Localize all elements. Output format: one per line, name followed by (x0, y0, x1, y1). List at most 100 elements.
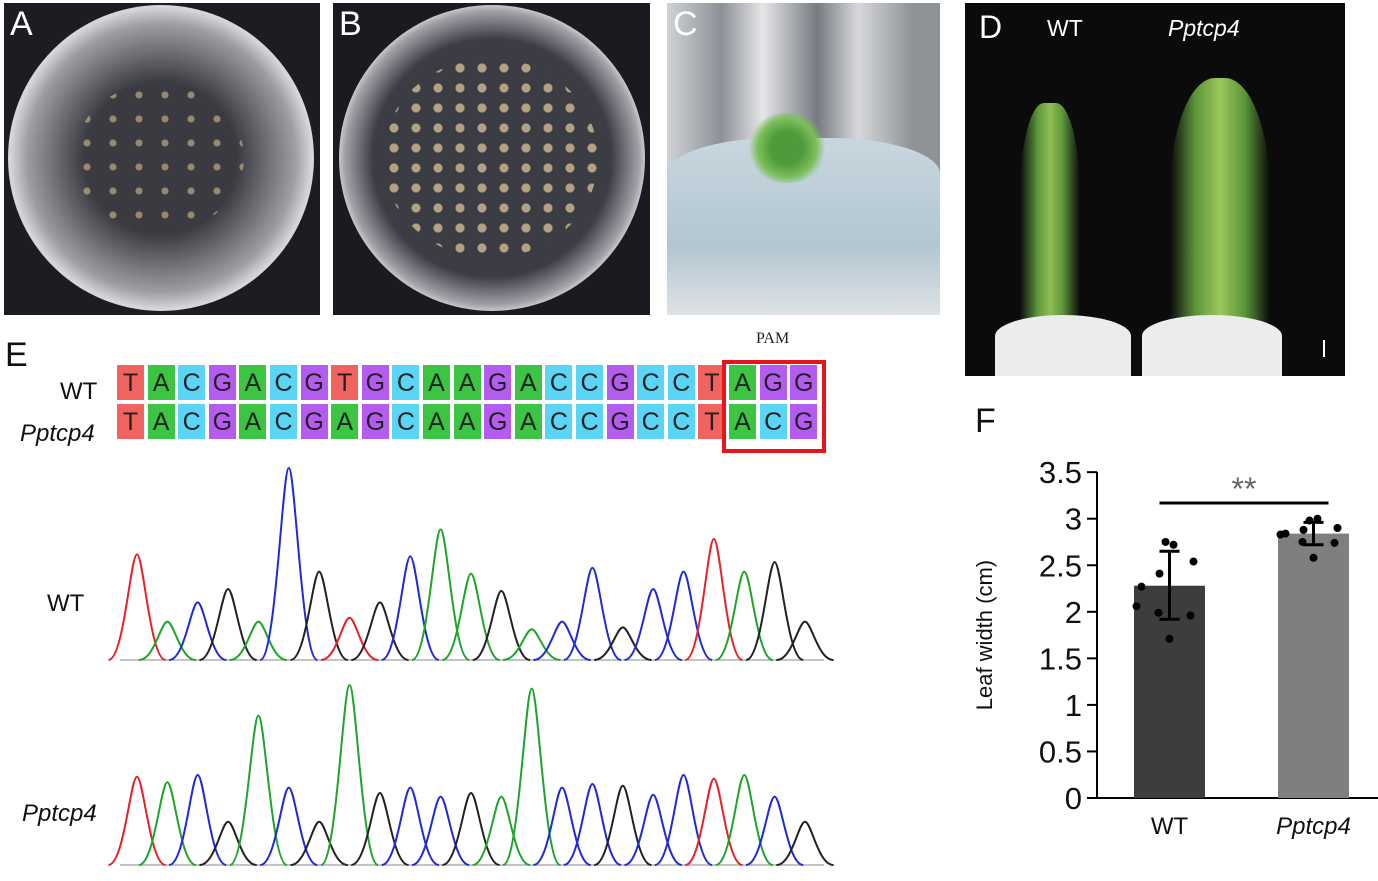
base-cell-G: G (790, 404, 818, 439)
panel-label: D (979, 9, 1003, 45)
sequencing-chromatograms (107, 466, 834, 866)
base-cell-G: G (484, 404, 512, 439)
base-cell-G: G (484, 365, 512, 400)
base-cell-G: G (300, 404, 328, 439)
base-cell-T: T (331, 365, 359, 400)
chromatogram-peak (624, 587, 683, 661)
chromatogram-peak (624, 793, 683, 866)
data-point (1313, 514, 1322, 523)
y-tick-label: 2.5 (1039, 548, 1082, 583)
base-cell-G: G (361, 365, 389, 400)
panel-label: E (5, 336, 28, 374)
base-cell-A: A (147, 404, 175, 439)
chromatogram-peak (168, 601, 227, 661)
y-tick-label: 1.5 (1039, 641, 1082, 676)
base-cell-A: A (331, 404, 359, 439)
base-cell-C: C (637, 365, 665, 400)
chromatogram-peak (199, 820, 257, 866)
data-point (1189, 557, 1198, 566)
x-tick-label: WT (1151, 813, 1189, 840)
bar-wt (1134, 585, 1205, 798)
chromatogram-peak (138, 620, 197, 661)
data-point (1186, 611, 1195, 620)
chromatogram-peak (472, 795, 531, 866)
chromatogram-peak (654, 570, 713, 661)
chromatogram-peak (381, 786, 440, 866)
y-tick-label: 3.5 (1039, 455, 1082, 490)
chromatogram-peak (563, 566, 622, 661)
base-cell-G: G (606, 404, 634, 439)
base-cell-A: A (239, 365, 267, 400)
y-tick-label: 0.5 (1039, 734, 1082, 769)
base-cell-A: A (423, 365, 450, 400)
panel-label: C (673, 5, 698, 43)
chromatogram-peak (745, 561, 804, 661)
base-cell-A: A (514, 365, 542, 400)
base-cell-T: T (117, 404, 144, 439)
chromatogram-peak (472, 589, 531, 661)
chromatogram-peak (411, 528, 470, 661)
chromatogram-peak (654, 773, 713, 866)
base-cell-A: A (423, 404, 450, 439)
y-axis-title: Leaf width (cm) (972, 560, 997, 710)
chromatogram-peak (350, 601, 409, 661)
data-point (1309, 553, 1318, 562)
base-cell-T: T (698, 365, 726, 400)
base-cell-G: G (790, 365, 818, 400)
chromatogram-label: WT (47, 590, 85, 617)
data-point (1169, 540, 1178, 549)
chromatogram-peak (319, 683, 380, 866)
panel-a-photo-callus-dish: A (4, 3, 320, 315)
chromatogram-peak (259, 466, 319, 661)
chromatogram-peak (290, 570, 349, 661)
chromatogram-peak (138, 781, 197, 866)
panel-d-photo-plants: D WT Pptcp4 (965, 3, 1345, 376)
y-tick-label: 1 (1065, 688, 1082, 723)
chromatogram-label: Pptcp4 (22, 800, 97, 827)
panel-c-photo-regenerated-shoots: C (667, 3, 940, 315)
base-cell-C: C (759, 404, 787, 439)
base-cell-A: A (147, 365, 175, 400)
leaf-width-bar-chart: 0 0.5 1 1.5 2 2.5 3 3.5 Leaf width (cm) WT Pptcp4 *… (972, 455, 1378, 840)
base-cell-C: C (178, 404, 206, 439)
data-point (1161, 537, 1170, 546)
data-point (1155, 569, 1164, 578)
base-cell-C: C (667, 365, 695, 400)
data-point (1165, 634, 1174, 643)
data-point (1333, 524, 1342, 533)
chromatogram-peak (442, 791, 500, 866)
panel-b-photo-callus-dish: B (333, 3, 650, 315)
data-point (1299, 525, 1308, 534)
data-point (1298, 537, 1307, 546)
base-cell-A: A (729, 404, 756, 439)
base-cell-C: C (576, 404, 603, 439)
chromatogram-peak (411, 795, 470, 866)
y-tick-label: 2 (1065, 595, 1082, 630)
base-cell-G: G (759, 365, 787, 400)
base-cell-A: A (514, 404, 542, 439)
base-cell-C: C (392, 404, 420, 439)
chromatogram-peak (684, 777, 743, 866)
data-point (1305, 516, 1314, 525)
chromatogram-peak (381, 555, 440, 661)
base-cell-C: C (637, 404, 665, 439)
chromatogram-peak (290, 820, 349, 866)
chromatogram-peak (107, 775, 167, 866)
scale-bar (1323, 340, 1325, 357)
chromatogram-peak (320, 616, 379, 661)
chromatogram-peak (715, 570, 774, 661)
base-cell-C: C (667, 404, 695, 439)
chromatogram-peak (684, 538, 744, 661)
base-cell-G: G (606, 365, 634, 400)
base-cell-G: G (208, 404, 236, 439)
chromatogram-peak (441, 572, 501, 661)
chromatogram-peak (350, 791, 409, 866)
significance-label: ** (1232, 471, 1257, 507)
chromatogram-peak (715, 773, 774, 866)
chromatogram-peak (563, 782, 622, 866)
base-cell-C: C (545, 404, 573, 439)
chromatogram-peak (594, 626, 652, 661)
alignment-row-label: Pptcp4 (20, 420, 95, 447)
chromatogram-peak (533, 786, 592, 866)
chromatogram-peak (745, 795, 804, 866)
